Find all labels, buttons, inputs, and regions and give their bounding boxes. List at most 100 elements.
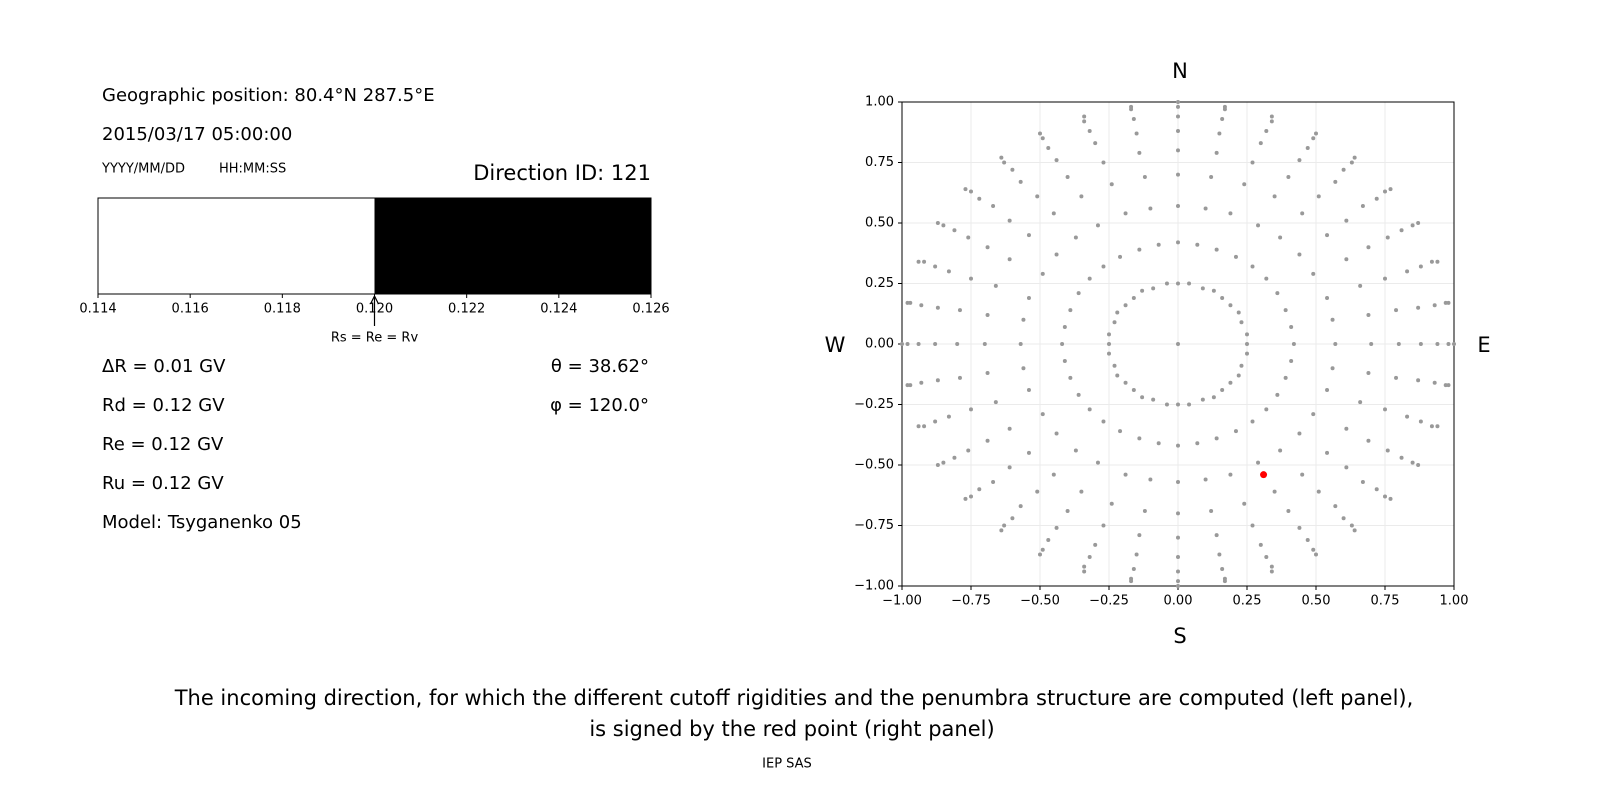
direction-point bbox=[1065, 175, 1070, 180]
direction-point bbox=[1349, 160, 1354, 165]
direction-point bbox=[1040, 271, 1045, 276]
direction-point bbox=[1195, 441, 1200, 446]
direction-point bbox=[1300, 211, 1305, 216]
direction-point bbox=[1245, 351, 1249, 356]
x-tick-label: 0.118 bbox=[264, 302, 301, 317]
direction-point bbox=[993, 400, 998, 405]
direction-point bbox=[1358, 400, 1363, 405]
direction-point bbox=[1068, 375, 1073, 380]
direction-point bbox=[905, 300, 910, 305]
direction-point bbox=[1410, 460, 1415, 465]
time-format: HH:MM:SS bbox=[219, 162, 286, 177]
direction-point bbox=[1076, 392, 1081, 397]
direction-point bbox=[1129, 579, 1134, 584]
direction-point bbox=[1054, 158, 1059, 163]
direction-point bbox=[1374, 487, 1379, 492]
direction-point bbox=[1220, 567, 1225, 572]
geo-position: Geographic position: 80.4°N 287.5°E bbox=[102, 85, 435, 106]
direction-point bbox=[1333, 342, 1338, 346]
direction-point bbox=[1275, 392, 1280, 397]
direction-point bbox=[1018, 504, 1023, 509]
direction-point bbox=[1228, 211, 1233, 216]
direction-point bbox=[1383, 276, 1387, 281]
direction-point bbox=[957, 375, 962, 380]
direction-point bbox=[1065, 508, 1070, 513]
direction-point bbox=[1394, 375, 1399, 380]
direction-point bbox=[1289, 325, 1294, 330]
direction-point bbox=[1245, 342, 1249, 346]
direction-point bbox=[1278, 235, 1283, 240]
direction-point bbox=[1344, 218, 1349, 223]
x-tick-label: 0.50 bbox=[1302, 594, 1331, 609]
direction-point bbox=[1222, 104, 1227, 109]
direction-point bbox=[1151, 286, 1156, 291]
direction-point bbox=[946, 414, 951, 419]
direction-point bbox=[1062, 358, 1067, 363]
direction-point bbox=[1330, 366, 1335, 371]
direction-point bbox=[1305, 538, 1310, 543]
direction-point bbox=[1286, 508, 1291, 513]
direction-point bbox=[1073, 235, 1078, 240]
direction-point bbox=[1383, 189, 1387, 194]
direction-point bbox=[1176, 204, 1180, 209]
direction-point bbox=[1109, 182, 1114, 187]
direction-point bbox=[1330, 317, 1335, 322]
direction-point bbox=[1283, 375, 1288, 380]
direction-point bbox=[1156, 242, 1161, 247]
marker-label: Rs = Re = Rv bbox=[331, 331, 419, 346]
direction-point bbox=[1026, 233, 1031, 238]
x-tick-label: 0.126 bbox=[632, 302, 669, 317]
direction-point bbox=[1187, 402, 1192, 407]
direction-point bbox=[1245, 332, 1249, 337]
direction-point bbox=[946, 269, 951, 274]
direction-point bbox=[1109, 501, 1114, 506]
direction-point bbox=[1035, 489, 1040, 494]
direction-point bbox=[1137, 150, 1142, 155]
direction-point bbox=[1131, 116, 1136, 121]
direction-point bbox=[1112, 363, 1117, 368]
direction-point bbox=[1040, 136, 1045, 141]
direction-id: Direction ID: 121 bbox=[473, 161, 651, 185]
direction-point bbox=[1220, 387, 1225, 392]
direction-point bbox=[1035, 194, 1040, 199]
direction-point bbox=[1095, 460, 1100, 465]
direction-point bbox=[1366, 371, 1371, 376]
direction-point bbox=[1129, 104, 1134, 109]
direction-point bbox=[1107, 351, 1111, 356]
direction-point bbox=[1176, 281, 1180, 286]
direction-point bbox=[1236, 310, 1241, 315]
phi: φ = 120.0° bbox=[550, 395, 649, 416]
penumbra-segment bbox=[374, 198, 651, 294]
direction-point bbox=[969, 189, 973, 194]
date-format: YYYY/MM/DD bbox=[101, 162, 185, 177]
direction-point bbox=[1278, 448, 1283, 453]
direction-point bbox=[933, 342, 938, 346]
direction-point bbox=[941, 460, 946, 465]
direction-point bbox=[1187, 281, 1192, 286]
direction-point bbox=[1176, 511, 1180, 516]
direction-point bbox=[1093, 542, 1098, 547]
direction-point bbox=[1087, 129, 1092, 134]
compass-east: E bbox=[1477, 333, 1490, 357]
direction-point bbox=[1137, 533, 1142, 538]
direction-point bbox=[1316, 194, 1321, 199]
footer: IEP SAS bbox=[762, 757, 812, 772]
direction-point bbox=[1446, 383, 1451, 388]
direction-point bbox=[1073, 448, 1078, 453]
direction-point bbox=[941, 223, 946, 228]
direction-point bbox=[1137, 436, 1142, 441]
direction-point bbox=[991, 479, 996, 484]
direction-point bbox=[991, 204, 996, 209]
direction-point bbox=[1432, 380, 1437, 385]
datetime: 2015/03/17 05:00:00 bbox=[102, 124, 292, 145]
direction-point bbox=[1385, 448, 1390, 453]
direction-point bbox=[985, 438, 990, 443]
direction-point bbox=[1051, 472, 1056, 477]
direction-point bbox=[1405, 269, 1410, 274]
direction-point bbox=[1399, 455, 1404, 460]
direction-point bbox=[1214, 533, 1219, 538]
direction-point bbox=[1369, 342, 1374, 346]
direction-point bbox=[1176, 584, 1180, 588]
direction-point bbox=[1107, 332, 1111, 337]
direction-point bbox=[1002, 160, 1007, 165]
